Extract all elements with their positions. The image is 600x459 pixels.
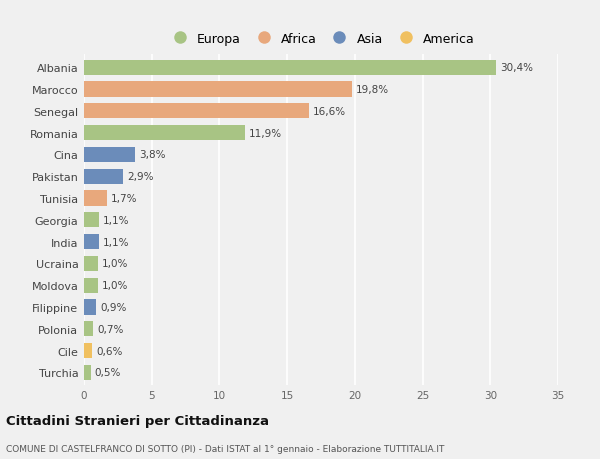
Bar <box>84 343 92 358</box>
Text: 30,4%: 30,4% <box>500 63 533 73</box>
Bar <box>84 365 91 380</box>
Bar <box>84 300 96 315</box>
Text: 0,5%: 0,5% <box>95 368 121 377</box>
Text: Cittadini Stranieri per Cittadinanza: Cittadini Stranieri per Cittadinanza <box>6 414 269 428</box>
Text: COMUNE DI CASTELFRANCO DI SOTTO (PI) - Dati ISTAT al 1° gennaio - Elaborazione T: COMUNE DI CASTELFRANCO DI SOTTO (PI) - D… <box>6 444 445 453</box>
Bar <box>84 213 99 228</box>
Bar <box>84 104 309 119</box>
Bar <box>84 191 107 206</box>
Text: 1,1%: 1,1% <box>103 215 130 225</box>
Text: 1,0%: 1,0% <box>101 259 128 269</box>
Text: 19,8%: 19,8% <box>356 85 389 95</box>
Text: 0,9%: 0,9% <box>100 302 127 312</box>
Text: 0,7%: 0,7% <box>98 324 124 334</box>
Text: 16,6%: 16,6% <box>313 106 346 117</box>
Bar <box>84 82 352 97</box>
Text: 0,6%: 0,6% <box>96 346 122 356</box>
Bar <box>84 147 136 162</box>
Bar <box>84 61 496 76</box>
Text: 2,9%: 2,9% <box>127 172 154 182</box>
Legend: Europa, Africa, Asia, America: Europa, Africa, Asia, America <box>167 33 475 45</box>
Bar <box>84 235 99 250</box>
Bar <box>84 256 98 271</box>
Bar <box>84 126 245 141</box>
Text: 1,7%: 1,7% <box>111 194 137 204</box>
Text: 1,0%: 1,0% <box>101 280 128 291</box>
Text: 1,1%: 1,1% <box>103 237 130 247</box>
Bar <box>84 169 123 185</box>
Bar <box>84 321 94 336</box>
Text: 11,9%: 11,9% <box>249 129 283 138</box>
Text: 3,8%: 3,8% <box>140 150 166 160</box>
Bar <box>84 278 98 293</box>
